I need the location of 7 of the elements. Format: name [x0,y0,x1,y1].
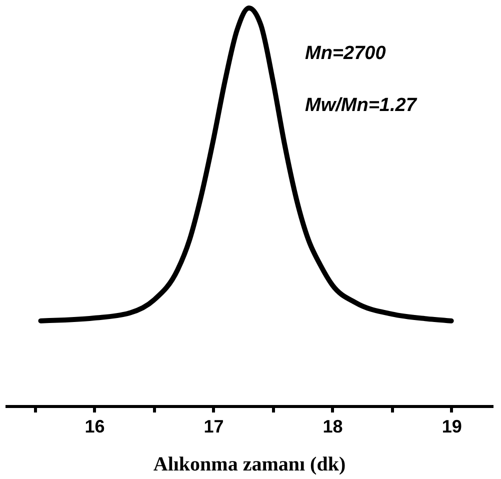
annotation: Mn=2700 [305,43,386,64]
x-axis-title: Alıkonma zamanı (dk) [153,454,346,476]
x-tick-label: 19 [442,416,462,436]
x-tick-label: 16 [84,416,105,436]
annotation: Mw/Mn=1.27 [305,95,418,116]
x-tick-label: 17 [204,416,224,436]
x-tick-label: 18 [322,416,343,436]
